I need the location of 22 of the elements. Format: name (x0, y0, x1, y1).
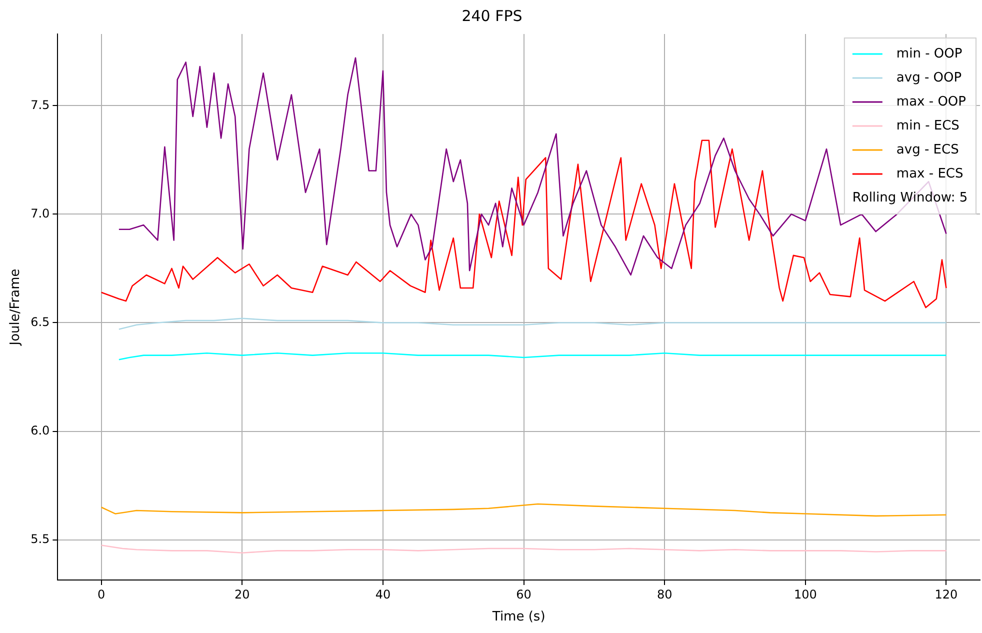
x-tick-label: 120 (934, 587, 958, 602)
legend-title: Rolling Window: 5 (852, 190, 968, 206)
legend-label: min - OOP (896, 46, 962, 62)
chart-title: 240 FPS (462, 6, 522, 25)
x-tick-label: 80 (656, 587, 672, 602)
legend-label: avg - OOP (896, 70, 962, 86)
x-tick-label: 100 (794, 587, 817, 602)
x-tick-label: 20 (234, 587, 250, 602)
y-tick-label: 6.5 (30, 314, 50, 329)
y-tick-label: 7.0 (30, 206, 50, 220)
legend-label: avg - ECS (896, 142, 959, 158)
x-tick-label: 40 (375, 587, 391, 602)
y-tick-label: 6.0 (30, 423, 50, 438)
legend-label: max - ECS (896, 166, 964, 182)
legend-label: max - OOP (896, 94, 966, 110)
y-axis-title: Joule/Frame (8, 268, 24, 346)
x-axis-title: Time (s) (491, 610, 546, 625)
x-tick-label: 0 (98, 587, 106, 602)
y-tick-label: 5.5 (30, 532, 50, 546)
x-tick-label: 60 (516, 587, 532, 602)
y-tick-label: 7.5 (30, 98, 50, 112)
legend-label: min - ECS (896, 118, 960, 134)
